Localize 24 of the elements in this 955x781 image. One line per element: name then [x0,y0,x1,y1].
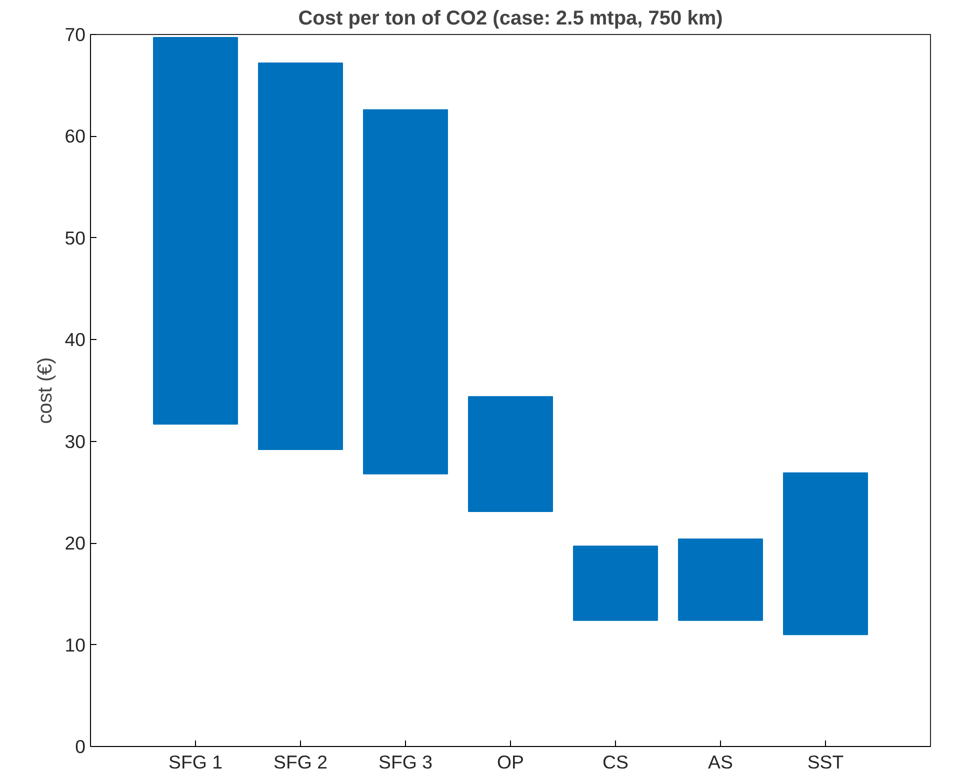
bar [153,37,238,425]
bar [258,62,343,450]
x-tick-label: SFG 2 [274,752,328,772]
bar [468,396,553,512]
x-tick-label: SFG 3 [378,752,432,772]
bar [363,109,448,474]
chart-title: Cost per ton of CO2 (case: 2.5 mtpa, 750 km) [298,8,723,30]
x-tick-label: CS [602,752,628,772]
x-tick-label: OP [497,752,524,772]
y-tick-label: 40 [64,329,86,350]
y-tick-label: 70 [64,24,86,45]
y-tick-label: 60 [64,126,86,147]
y-tick-label: 0 [75,736,86,757]
y-axis-title: cost (€) [34,357,57,424]
x-tick-label: SST [807,752,844,772]
x-tick-label: SFG 1 [168,752,222,772]
y-tick-label: 30 [64,430,86,452]
bar [573,546,658,621]
y-tick-label: 20 [64,532,86,554]
y-tick-label: 50 [64,227,86,248]
bar [783,472,868,636]
y-tick-label: 10 [64,634,86,656]
bar [678,538,763,621]
x-tick-label: AS [708,752,733,772]
